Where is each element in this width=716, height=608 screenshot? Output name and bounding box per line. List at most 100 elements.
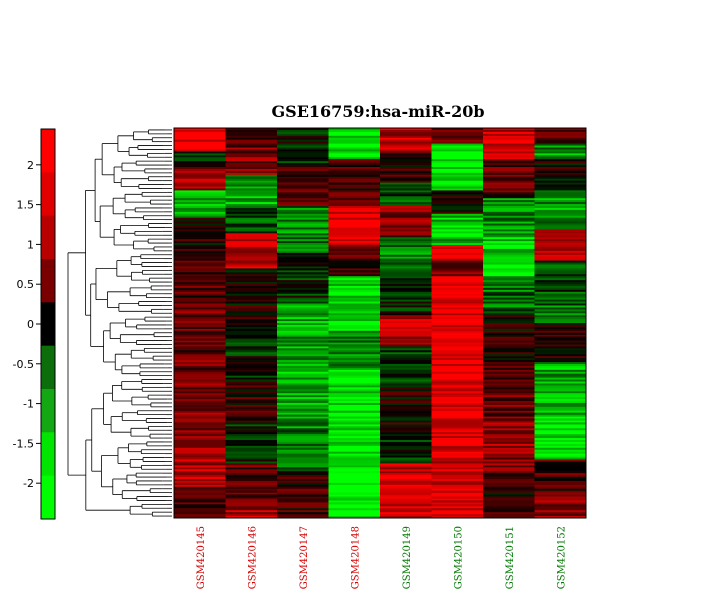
heatmap-cell [483,200,535,203]
heatmap-cell [380,323,432,326]
heatmap-cell [534,264,587,267]
heatmap-cell [534,157,587,160]
heatmap-cell [174,161,226,164]
heatmap-cell [483,356,535,359]
heatmap-cell [483,254,535,258]
heatmap-cell [174,334,226,338]
heatmap-cell [277,141,329,144]
colorbar-band [41,475,55,520]
heatmap-cell [380,473,432,476]
heatmap-cell [225,168,278,172]
heatmap-cell [483,440,535,443]
heatmap-cell [534,447,587,451]
heatmap-cell [380,282,432,285]
heatmap-cell [174,268,226,271]
heatmap-cell [174,182,226,185]
heatmap-cell [225,309,278,312]
heatmap-cell [225,131,278,135]
heatmap-cell [328,135,381,139]
heatmap-cell [483,404,535,408]
heatmap-cell [431,455,484,458]
heatmap-cell [328,379,381,382]
heatmap-cell [431,280,484,283]
heatmap-cell [277,213,329,217]
heatmap-cell [380,209,432,213]
heatmap-cell [225,305,278,308]
heatmap-cell [534,319,587,322]
heatmap-cell [483,135,535,139]
heatmap-cell [483,406,535,410]
heatmap-cell [277,449,329,453]
heatmap-cell [328,301,381,304]
heatmap-cell [380,268,432,271]
heatmap-cell [277,174,329,178]
heatmap-cell [174,133,226,137]
heatmap-cell [174,245,226,248]
heatmap-cell [174,145,226,148]
heatmap-cell [380,330,432,334]
heatmap-cell [483,338,535,341]
heatmap-cell [431,401,484,404]
heatmap-cell [534,326,587,330]
heatmap-cell [431,237,484,240]
heatmap-cell [277,217,329,221]
heatmap-cell [174,231,226,234]
heatmap-cell [174,206,226,209]
heatmap-cell [380,449,432,453]
heatmap-cell [174,500,226,503]
heatmap-cell [277,441,329,445]
heatmap-cell [328,260,381,263]
heatmap-cell [277,155,329,158]
heatmap-cell [534,428,587,431]
heatmap-cell [277,276,329,279]
heatmap-cell [380,241,432,244]
heatmap-cell [483,379,535,382]
heatmap-cell [328,354,381,357]
heatmap-cell [328,307,381,310]
heatmap-cell [483,223,535,226]
heatmap-cell [328,512,381,515]
heatmap-cell [483,365,535,369]
heatmap-cell [328,401,381,404]
heatmap-cell [534,129,587,133]
heatmap-cell [431,480,484,484]
heatmap-cell [431,168,484,172]
heatmap-cell [483,303,535,306]
heatmap-cell [225,196,278,199]
heatmap-cell [483,447,535,451]
heatmap-cell [431,291,484,295]
heatmap-cell [431,143,484,146]
heatmap-cell [277,453,329,456]
heatmap-cell [431,215,484,219]
heatmap-cell [431,153,484,156]
heatmap-cell [225,270,278,273]
heatmap-cell [431,233,484,236]
heatmap-cell [328,465,381,468]
heatmap-cell [534,254,587,258]
heatmap-cell [328,145,381,148]
heatmap-cell [380,369,432,373]
heatmap-cell [328,274,381,277]
heatmap-cell [225,248,278,252]
heatmap-cell [277,293,329,297]
heatmap-cell [328,340,381,343]
heatmap-cell [380,510,432,513]
colorbar-tick-label: -1.5 [13,437,34,450]
heatmap-cell [534,145,587,148]
heatmap-cell [431,282,484,285]
heatmap-cell [380,480,432,484]
heatmap-cell [328,315,381,318]
heatmap-cell [225,469,278,472]
heatmap-cell [277,139,329,143]
heatmap-cell [380,256,432,260]
heatmap-cell [328,167,381,170]
heatmap-cell [328,328,381,332]
heatmap-cell [380,243,432,246]
heatmap-cell [277,194,329,197]
heatmap-cell [174,235,226,238]
heatmap-cell [483,424,535,427]
heatmap-cell [328,182,381,185]
heatmap-cell [277,373,329,377]
heatmap-cell [328,313,381,316]
heatmap-cell [431,410,484,414]
